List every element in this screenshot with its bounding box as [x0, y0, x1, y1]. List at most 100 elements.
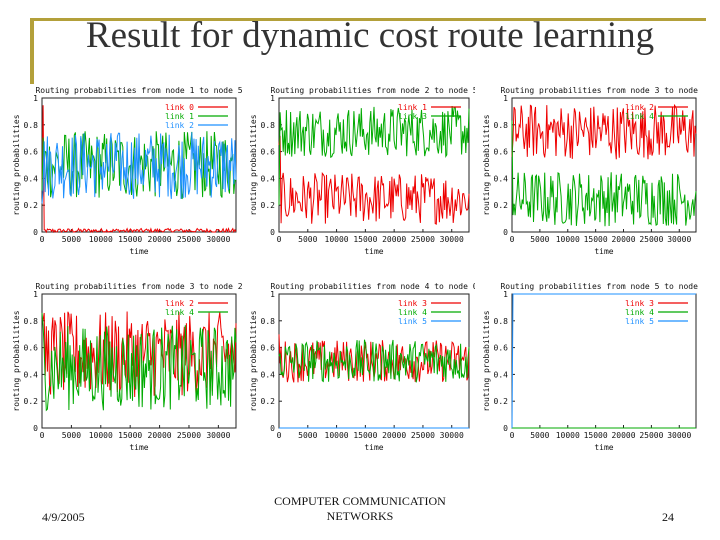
series-line-2 [278, 105, 470, 206]
y-tick-label: 0 [33, 228, 38, 237]
footer-course-line1: COMPUTER COMMUNICATION [274, 494, 446, 508]
x-axis-label: time [594, 247, 613, 256]
x-tick-label: 5000 [298, 431, 317, 440]
x-axis-label: time [129, 247, 148, 256]
legend-label: link 2 [165, 121, 194, 130]
accent-bar-horizontal [30, 18, 706, 21]
y-tick-label: 0.4 [24, 174, 39, 183]
chart-svg: Routing probabilities from node 3 to nod… [12, 282, 242, 452]
x-tick-label: 30000 [440, 431, 464, 440]
x-tick-label: 20000 [382, 235, 406, 244]
chart-title: Routing probabilities from node 3 to nod… [500, 86, 702, 95]
x-tick-label: 0 [40, 431, 45, 440]
chart-title: Routing probabilities from node 4 to nod… [270, 282, 475, 291]
footer-date: 4/9/2005 [42, 510, 85, 524]
accent-bar-vertical [30, 18, 34, 106]
footer-course-line2: NETWORKS [326, 509, 394, 523]
legend-label: link 0 [165, 103, 194, 112]
y-tick-label: 1 [503, 94, 508, 103]
x-tick-label: 20000 [382, 431, 406, 440]
chart-svg: Routing probabilities from node 5 to nod… [482, 282, 702, 452]
y-axis-label: routing probabilities [12, 114, 21, 215]
legend-label: link 2 [625, 103, 654, 112]
x-tick-label: 10000 [89, 235, 113, 244]
y-tick-label: 1 [270, 94, 275, 103]
series-line-3 [41, 132, 237, 204]
x-tick-label: 15000 [353, 431, 377, 440]
legend-label: link 3 [398, 112, 427, 121]
x-tick-label: 20000 [611, 235, 635, 244]
x-axis-label: time [129, 443, 148, 452]
x-tick-label: 10000 [325, 235, 349, 244]
chart-panel-3: Routing probabilities from node 3 to nod… [480, 84, 702, 262]
x-tick-label: 0 [277, 235, 282, 244]
y-tick-label: 0.4 [494, 174, 509, 183]
y-tick-label: 0.8 [494, 317, 509, 326]
chart-title: Routing probabilities from node 2 to nod… [270, 86, 475, 95]
y-tick-label: 0.6 [261, 344, 276, 353]
y-tick-label: 0.6 [24, 344, 39, 353]
x-tick-label: 25000 [639, 235, 663, 244]
x-tick-label: 20000 [611, 431, 635, 440]
x-tick-label: 30000 [206, 235, 230, 244]
series-line-1 [511, 103, 697, 160]
series-line-2 [41, 312, 237, 412]
x-tick-label: 5000 [62, 235, 81, 244]
x-tick-label: 15000 [584, 235, 608, 244]
legend-label: link 5 [398, 317, 427, 326]
x-tick-label: 0 [277, 431, 282, 440]
x-tick-label: 10000 [325, 431, 349, 440]
legend-label: link 5 [625, 317, 654, 326]
y-tick-label: 0.6 [494, 148, 509, 157]
y-tick-label: 1 [33, 94, 38, 103]
series-line-2 [511, 120, 697, 227]
x-tick-label: 25000 [639, 431, 663, 440]
y-tick-label: 0.8 [261, 317, 276, 326]
y-tick-label: 0.2 [24, 397, 39, 406]
y-tick-label: 0 [33, 424, 38, 433]
chart-title: Routing probabilities from node 5 to nod… [500, 282, 702, 291]
x-axis-label: time [364, 247, 383, 256]
y-tick-label: 0.2 [494, 201, 509, 210]
chart-panel-2: Routing probabilities from node 2 to nod… [247, 84, 475, 262]
y-tick-label: 0.6 [494, 344, 509, 353]
y-tick-label: 0.4 [261, 370, 276, 379]
y-axis-label: routing probabilities [482, 114, 491, 215]
y-tick-label: 0.4 [261, 174, 276, 183]
legend-label: link 1 [398, 103, 427, 112]
y-tick-label: 1 [270, 290, 275, 299]
x-axis-label: time [594, 443, 613, 452]
x-tick-label: 15000 [353, 235, 377, 244]
x-tick-label: 25000 [177, 431, 201, 440]
x-tick-label: 30000 [667, 431, 691, 440]
y-tick-label: 0.2 [494, 397, 509, 406]
chart-svg: Routing probabilities from node 4 to nod… [249, 282, 475, 452]
x-tick-label: 30000 [206, 431, 230, 440]
legend-label: link 2 [165, 299, 194, 308]
chart-panel-6: Routing probabilities from node 5 to nod… [480, 280, 702, 458]
chart-panel-5: Routing probabilities from node 4 to nod… [247, 280, 475, 458]
x-tick-label: 25000 [411, 235, 435, 244]
chart-panel-1: Routing probabilities from node 1 to nod… [10, 84, 242, 262]
x-axis-label: time [364, 443, 383, 452]
y-tick-label: 1 [33, 290, 38, 299]
page-number: 24 [662, 510, 674, 524]
series-line-1 [278, 135, 470, 225]
chart-title: Routing probabilities from node 3 to nod… [35, 282, 242, 291]
x-tick-label: 25000 [411, 431, 435, 440]
x-tick-label: 10000 [89, 431, 113, 440]
x-tick-label: 0 [40, 235, 45, 244]
y-tick-label: 0 [503, 424, 508, 433]
legend-label: link 3 [398, 299, 427, 308]
y-axis-label: routing probabilities [482, 310, 491, 411]
legend-label: link 4 [625, 112, 654, 121]
chart-svg: Routing probabilities from node 3 to nod… [482, 86, 702, 256]
legend-label: link 4 [398, 308, 427, 317]
x-tick-label: 10000 [556, 431, 580, 440]
x-tick-label: 5000 [298, 235, 317, 244]
y-tick-label: 0.4 [494, 370, 509, 379]
series-line-3 [511, 293, 696, 429]
chart-svg: Routing probabilities from node 1 to nod… [12, 86, 242, 256]
legend-label: link 4 [165, 308, 194, 317]
y-tick-label: 0.4 [24, 370, 39, 379]
